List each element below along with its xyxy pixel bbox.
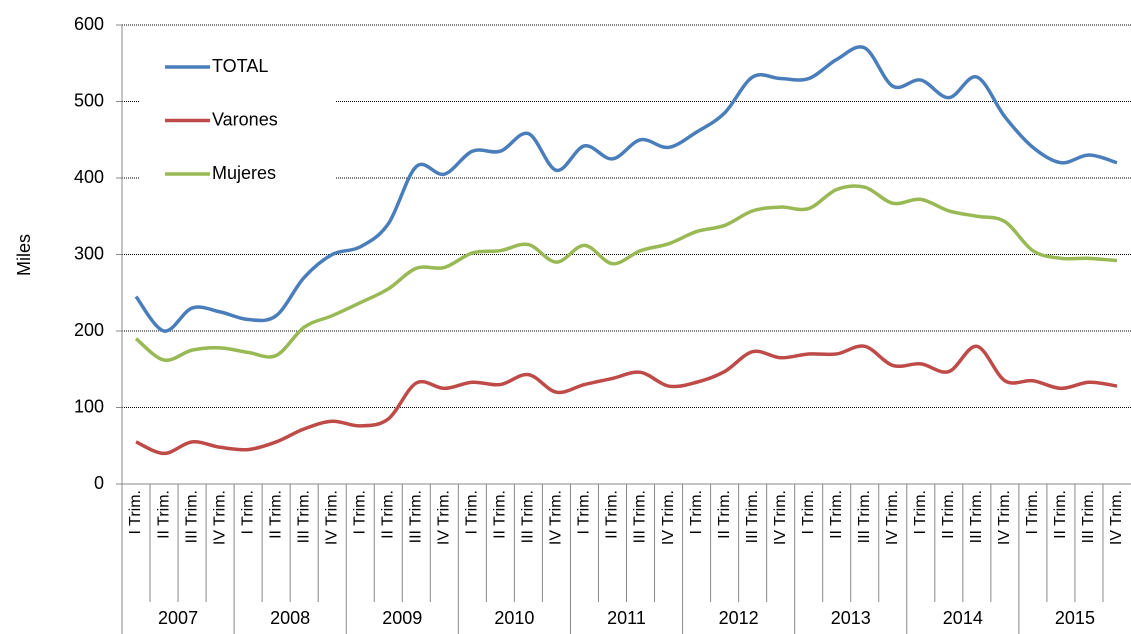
- y-tick-label: 0: [94, 473, 104, 493]
- x-tick-label: III Trim.: [295, 490, 312, 543]
- y-tick-label: 200: [74, 320, 104, 340]
- x-tick-label: III Trim.: [408, 490, 425, 543]
- x-tick-label: I Trim.: [688, 490, 705, 534]
- y-tick-label: 400: [74, 167, 104, 187]
- x-tick-label: I Trim.: [912, 490, 929, 534]
- x-tick-label: III Trim.: [183, 490, 200, 543]
- x-tick-label: III Trim.: [632, 490, 649, 543]
- x-tick-label: IV Trim.: [996, 490, 1013, 545]
- x-group-label: 2010: [494, 608, 534, 628]
- x-tick-label: III Trim.: [856, 490, 873, 543]
- x-tick-label: I Trim.: [1024, 490, 1041, 534]
- x-group-label: 2009: [382, 608, 422, 628]
- x-group-label: 2012: [719, 608, 759, 628]
- x-tick-label: III Trim.: [744, 490, 761, 543]
- x-group-label: 2015: [1055, 608, 1095, 628]
- x-tick-label: IV Trim.: [323, 490, 340, 545]
- x-tick-label: II Trim.: [379, 490, 396, 539]
- x-tick-label: II Trim.: [1052, 490, 1069, 539]
- x-tick-label: I Trim.: [464, 490, 481, 534]
- legend-label: TOTAL: [212, 56, 268, 76]
- y-axis-label: Miles: [14, 234, 34, 276]
- x-tick-label: I Trim.: [239, 490, 256, 534]
- x-tick-label: II Trim.: [267, 490, 284, 539]
- y-tick-label: 600: [74, 14, 104, 34]
- x-tick-label: IV Trim.: [436, 490, 453, 545]
- x-tick-label: IV Trim.: [548, 490, 565, 545]
- x-tick-label: I Trim.: [127, 490, 144, 534]
- x-tick-label: IV Trim.: [1108, 490, 1125, 545]
- x-group-label: 2014: [943, 608, 983, 628]
- series-line: [134, 184, 1118, 363]
- x-tick-label: II Trim.: [828, 490, 845, 539]
- x-tick-label: IV Trim.: [772, 490, 789, 545]
- x-group-label: 2008: [270, 608, 310, 628]
- x-tick-label: II Trim.: [940, 490, 957, 539]
- y-tick-label: 500: [74, 90, 104, 110]
- x-tick-label: II Trim.: [604, 490, 621, 539]
- x-tick-label: IV Trim.: [211, 490, 228, 545]
- series-line: [135, 344, 1118, 456]
- x-tick-label: III Trim.: [968, 490, 985, 543]
- x-tick-label: II Trim.: [155, 490, 172, 539]
- x-tick-label: IV Trim.: [660, 490, 677, 545]
- series-line: [134, 45, 1118, 333]
- y-tick-label: 300: [74, 243, 104, 263]
- x-tick-label: III Trim.: [520, 490, 537, 543]
- x-tick-label: I Trim.: [800, 490, 817, 534]
- x-group-label: 2013: [831, 608, 871, 628]
- x-tick-label: III Trim.: [1080, 490, 1097, 543]
- x-tick-label: IV Trim.: [884, 490, 901, 545]
- x-group-label: 2011: [607, 608, 646, 628]
- x-tick-label: II Trim.: [492, 490, 509, 539]
- y-tick-label: 100: [74, 396, 104, 416]
- legend-label: Varones: [212, 109, 278, 129]
- x-tick-label: I Trim.: [576, 490, 593, 534]
- x-group-label: 2007: [158, 608, 198, 628]
- x-tick-label: II Trim.: [716, 490, 733, 539]
- x-tick-label: I Trim.: [351, 490, 368, 534]
- legend-label: Mujeres: [212, 163, 276, 183]
